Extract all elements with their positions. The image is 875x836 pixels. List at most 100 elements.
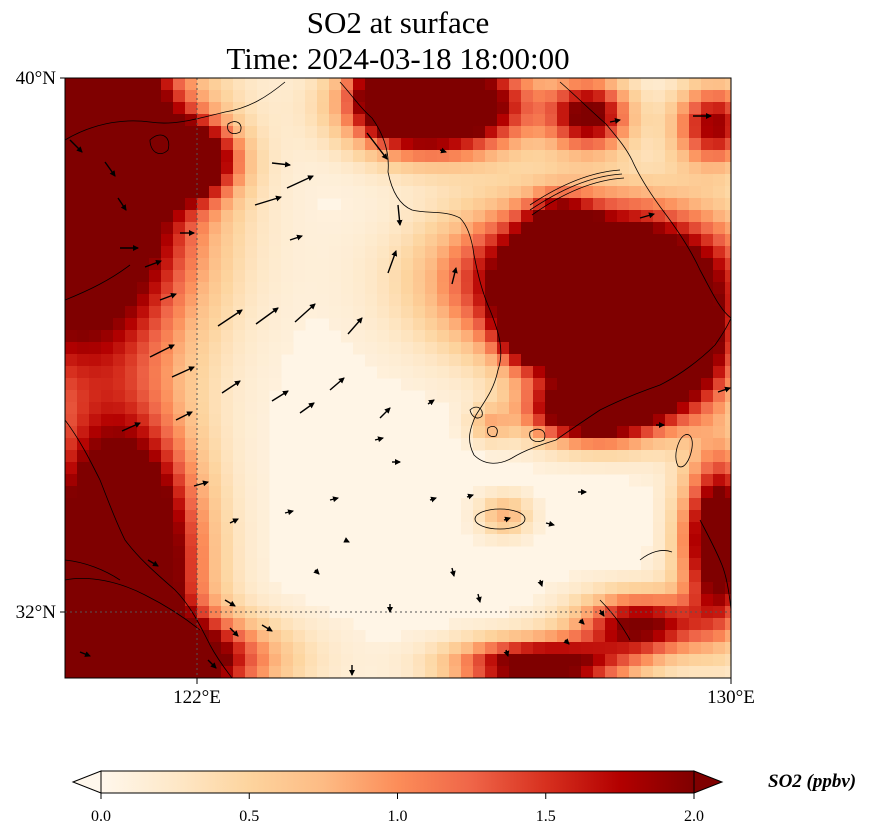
so2-cell: [569, 438, 582, 451]
so2-cell: [485, 150, 498, 163]
so2-cell: [641, 138, 654, 151]
so2-cell: [725, 282, 731, 295]
so2-cell: [137, 222, 150, 235]
so2-cell: [557, 150, 570, 163]
so2-cell: [341, 630, 354, 643]
so2-cell: [521, 258, 534, 271]
so2-cell: [425, 330, 438, 343]
so2-cell: [509, 438, 522, 451]
so2-cell: [245, 138, 258, 151]
so2-cell: [701, 282, 714, 295]
so2-cell: [641, 582, 654, 595]
so2-cell: [593, 390, 606, 403]
so2-cell: [365, 270, 378, 283]
so2-cell: [497, 438, 510, 451]
so2-cell: [653, 378, 666, 391]
so2-cell: [149, 90, 162, 103]
so2-cell: [653, 162, 666, 175]
so2-cell: [461, 162, 474, 175]
so2-cell: [113, 654, 126, 667]
so2-cell: [173, 306, 186, 319]
so2-cell: [545, 150, 558, 163]
so2-cell: [713, 510, 726, 523]
so2-cell: [425, 114, 438, 127]
so2-cell: [269, 282, 282, 295]
so2-cell: [149, 462, 162, 475]
so2-cell: [485, 666, 498, 678]
so2-cell: [701, 630, 714, 643]
so2-cell: [521, 306, 534, 319]
so2-cell: [533, 126, 546, 139]
so2-cell: [317, 282, 330, 295]
so2-cell: [317, 174, 330, 187]
so2-cell: [713, 90, 726, 103]
so2-cell: [293, 126, 306, 139]
colorbar-tick-label: 0.5: [239, 808, 259, 825]
so2-cell: [557, 450, 570, 463]
so2-cell: [65, 438, 78, 451]
so2-cell: [725, 654, 731, 667]
so2-cell: [89, 534, 102, 547]
so2-cell: [617, 90, 630, 103]
so2-cell: [617, 618, 630, 631]
so2-cell: [593, 462, 606, 475]
so2-cell: [641, 198, 654, 211]
so2-cell: [605, 258, 618, 271]
so2-cell: [197, 126, 210, 139]
so2-cell: [641, 258, 654, 271]
so2-cell: [497, 522, 510, 535]
so2-cell: [257, 282, 270, 295]
so2-cell: [617, 606, 630, 619]
so2-cell: [329, 114, 342, 127]
so2-cell: [581, 138, 594, 151]
so2-cell: [605, 618, 618, 631]
wind-vector: [104, 161, 116, 177]
so2-cell: [185, 126, 198, 139]
so2-cell: [221, 210, 234, 223]
so2-cell: [677, 630, 690, 643]
so2-cell: [545, 618, 558, 631]
so2-cell: [569, 426, 582, 439]
so2-cell: [161, 114, 174, 127]
so2-cell: [641, 666, 654, 678]
so2-cell: [653, 234, 666, 247]
so2-cell: [137, 282, 150, 295]
so2-cell: [617, 354, 630, 367]
so2-cell: [593, 258, 606, 271]
so2-cell: [545, 366, 558, 379]
so2-cell: [197, 150, 210, 163]
so2-cell: [113, 486, 126, 499]
so2-cell: [281, 642, 294, 655]
so2-cell: [77, 246, 90, 259]
so2-cell: [341, 78, 354, 91]
so2-cell: [233, 114, 246, 127]
so2-cell: [377, 162, 390, 175]
so2-cell: [521, 294, 534, 307]
so2-cell: [617, 270, 630, 283]
so2-cell: [521, 150, 534, 163]
so2-cell: [221, 294, 234, 307]
so2-cell: [113, 306, 126, 319]
so2-cell: [449, 186, 462, 199]
so2-cell: [173, 114, 186, 127]
so2-cell: [473, 354, 486, 367]
so2-cell: [101, 126, 114, 139]
so2-cell: [101, 150, 114, 163]
so2-cell: [221, 246, 234, 259]
so2-cell: [173, 618, 186, 631]
so2-cell: [233, 210, 246, 223]
so2-cell: [725, 186, 731, 199]
so2-cell: [77, 78, 90, 91]
so2-cell: [185, 582, 198, 595]
so2-cell: [317, 186, 330, 199]
so2-cell: [125, 618, 138, 631]
so2-cell: [665, 402, 678, 415]
so2-cell: [593, 666, 606, 678]
so2-cell: [245, 174, 258, 187]
so2-cell: [245, 258, 258, 271]
so2-cell: [365, 642, 378, 655]
so2-cell: [149, 630, 162, 643]
so2-cell: [209, 558, 222, 571]
so2-cell: [497, 366, 510, 379]
so2-cell: [581, 594, 594, 607]
